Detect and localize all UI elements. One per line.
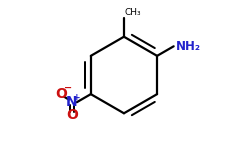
Text: O: O <box>66 108 78 123</box>
Text: NH₂: NH₂ <box>175 40 200 53</box>
Text: N: N <box>66 95 78 109</box>
Text: O: O <box>55 87 67 101</box>
Text: CH₃: CH₃ <box>125 8 141 17</box>
Text: +: + <box>73 93 81 102</box>
Text: −: − <box>64 83 72 93</box>
